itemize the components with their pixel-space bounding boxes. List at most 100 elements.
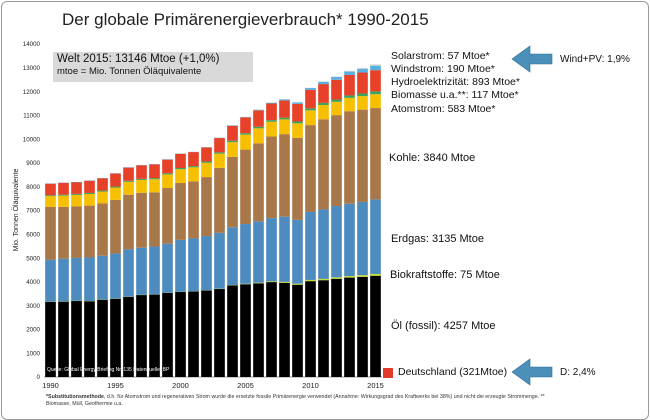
bar-segment-oel-1997 bbox=[136, 294, 147, 377]
bar-segment-biomasse-1991 bbox=[58, 194, 69, 196]
bar-segment-oel-2012 bbox=[331, 278, 342, 377]
bar-segment-hydro-1995 bbox=[110, 173, 121, 187]
x-tick-label: 2005 bbox=[237, 381, 254, 390]
bar-segment-biomasse-2004 bbox=[227, 140, 238, 143]
bar-segment-hydro-1998 bbox=[149, 164, 160, 179]
bar-segment-oel-2013 bbox=[344, 277, 355, 377]
bar-segment-kohle-2006 bbox=[253, 143, 264, 222]
bar-segment-atom-1997 bbox=[136, 179, 147, 193]
y-tick-label: 9000 bbox=[26, 160, 40, 167]
label-atom: Atomstrom: 583 Mtoe* bbox=[391, 103, 496, 115]
bar-segment-atom-2009 bbox=[292, 123, 303, 138]
bar-segment-oel-1992 bbox=[71, 300, 82, 377]
bar-segment-oel-2001 bbox=[188, 291, 199, 377]
bar-segment-biomasse-2015 bbox=[370, 91, 381, 95]
bar-segment-biomasse-1995 bbox=[110, 186, 121, 188]
bar-segment-wind-2012 bbox=[331, 76, 342, 80]
y-axis-label: Mio. Tonnen Öläquivalente bbox=[12, 169, 20, 252]
bar-segment-atom-2008 bbox=[279, 119, 290, 135]
chart-title: Der globale Primärenergieverbrauch* 1990… bbox=[62, 10, 429, 29]
bar-segment-wind-2005 bbox=[240, 116, 251, 118]
bar-segment-erdgas-2000 bbox=[175, 239, 186, 292]
x-axis: 1990 1995 2000 2005 2010 2015 bbox=[42, 376, 384, 390]
bar-segment-biomasse-2000 bbox=[175, 168, 186, 170]
legend-deutschland-label: Deutschland (321Mtoe) bbox=[398, 366, 508, 378]
y-tick-label: 12000 bbox=[23, 89, 41, 96]
bar-segment-erdgas-1995 bbox=[110, 253, 121, 299]
bar-segment-erdgas-2014 bbox=[357, 201, 368, 276]
bar-segment-oel-2008 bbox=[279, 282, 290, 377]
bar-segment-oel-2010 bbox=[305, 281, 316, 377]
bar-segment-biomasse-2003 bbox=[214, 152, 225, 154]
bar-segment-oel-2002 bbox=[201, 290, 212, 377]
bar-segment-hydro-1991 bbox=[58, 182, 69, 195]
bar-segment-hydro-2001 bbox=[188, 152, 199, 167]
bar-segment-biomasse-2013 bbox=[344, 95, 355, 98]
y-tick-label: 6000 bbox=[26, 231, 40, 238]
bar-segment-erdgas-2006 bbox=[253, 221, 264, 283]
bar-segment-oel-1998 bbox=[149, 294, 160, 377]
bar-segment-hydro-1993 bbox=[84, 180, 95, 193]
bar-segment-oel-2014 bbox=[357, 276, 368, 377]
bar-segment-atom-1994 bbox=[97, 191, 108, 204]
bar-segment-biomasse-2014 bbox=[357, 93, 368, 97]
bar-segment-atom-1999 bbox=[162, 174, 173, 189]
bar-segment-biokraft-2011 bbox=[318, 278, 329, 281]
bar-segment-wind-2013 bbox=[344, 71, 355, 75]
bar-segment-solar-2014 bbox=[357, 67, 368, 69]
bar-segment-biomasse-2006 bbox=[253, 126, 264, 129]
y-tick-label: 1000 bbox=[26, 350, 40, 357]
y-tick-label: 2000 bbox=[26, 327, 40, 334]
bar-segment-kohle-1995 bbox=[110, 199, 121, 254]
y-tick-label: 10000 bbox=[23, 136, 41, 143]
y-tick-label: 11000 bbox=[23, 113, 40, 120]
bar-segment-biomasse-1999 bbox=[162, 173, 173, 175]
bar-segment-kohle-1993 bbox=[84, 205, 95, 258]
legend-deutschland-swatch bbox=[383, 368, 393, 378]
bar-segment-wind-2006 bbox=[253, 109, 264, 111]
bar-segment-hydro-2013 bbox=[344, 74, 355, 96]
bar-segment-atom-2003 bbox=[214, 153, 225, 168]
bar-segment-atom-2001 bbox=[188, 167, 199, 182]
bar-segment-kohle-2015 bbox=[370, 108, 381, 200]
bar-segment-kohle-1997 bbox=[136, 192, 147, 248]
y-tick-label: 0 bbox=[37, 374, 41, 381]
bar-segment-biomasse-2002 bbox=[201, 161, 212, 163]
germany-arrow bbox=[511, 358, 553, 386]
bar-segment-wind-2008 bbox=[279, 99, 290, 101]
bar-segment-biomasse-2012 bbox=[331, 99, 342, 102]
bar-segment-kohle-2011 bbox=[318, 119, 329, 210]
bar-segment-atom-2012 bbox=[331, 101, 342, 116]
y-tick-label: 3000 bbox=[26, 303, 40, 310]
bar-segment-biomasse-1996 bbox=[123, 180, 134, 182]
bar-segment-hydro-1997 bbox=[136, 165, 147, 179]
bar-segment-erdgas-2009 bbox=[292, 219, 303, 284]
bar-segment-kohle-1991 bbox=[58, 206, 69, 259]
label-erdgas: Erdgas: 3135 Mtoe bbox=[391, 233, 484, 245]
bar-segment-hydro-1990 bbox=[45, 183, 56, 196]
y-tick-label: 4000 bbox=[26, 279, 40, 286]
bar-segment-erdgas-2008 bbox=[279, 216, 290, 282]
y-tick-label: 14000 bbox=[23, 41, 41, 48]
footnote-bold: *Substitutionsmethode bbox=[46, 394, 104, 400]
bar-segment-atom-2002 bbox=[201, 162, 212, 178]
bar-segment-kohle-1990 bbox=[45, 206, 56, 260]
bar-segment-erdgas-2002 bbox=[201, 236, 212, 291]
bar-segment-erdgas-2003 bbox=[214, 232, 225, 289]
bar-segment-kohle-2004 bbox=[227, 156, 238, 228]
bar-segment-hydro-1996 bbox=[123, 167, 134, 181]
label-kohle: Kohle: 3840 Mtoe bbox=[389, 152, 476, 164]
x-tick-label: 2000 bbox=[172, 381, 189, 390]
bar-segment-erdgas-2005 bbox=[240, 224, 251, 284]
bar-segment-biomasse-1997 bbox=[136, 178, 147, 180]
summary-box: Welt 2015: 13146 Mtoe (+1,0%) mtoe = Mio… bbox=[53, 52, 253, 82]
x-tick-label: 1990 bbox=[42, 381, 59, 390]
bar-segment-oel-2015 bbox=[370, 275, 381, 377]
bar-segment-oel-1995 bbox=[110, 298, 121, 377]
bar-segment-kohle-1996 bbox=[123, 194, 134, 250]
bar-segment-erdgas-2011 bbox=[318, 209, 329, 279]
bar-segment-biokraft-2008 bbox=[279, 281, 290, 283]
bar-segment-solar-2013 bbox=[344, 70, 355, 72]
bar-segment-atom-2010 bbox=[305, 110, 316, 126]
summary-line-1: Welt 2015: 13146 Mtoe (+1,0%) bbox=[57, 53, 220, 65]
